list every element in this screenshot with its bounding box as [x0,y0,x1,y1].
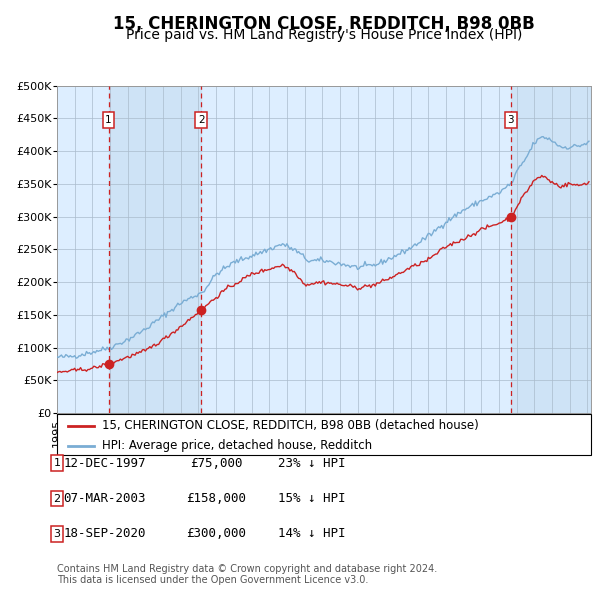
Text: 07-MAR-2003: 07-MAR-2003 [64,492,146,505]
Text: 15, CHERINGTON CLOSE, REDDITCH, B98 0BB (detached house): 15, CHERINGTON CLOSE, REDDITCH, B98 0BB … [103,419,479,432]
Text: Price paid vs. HM Land Registry's House Price Index (HPI): Price paid vs. HM Land Registry's House … [126,28,522,42]
Text: Contains HM Land Registry data © Crown copyright and database right 2024.
This d: Contains HM Land Registry data © Crown c… [57,563,437,585]
Text: 15, CHERINGTON CLOSE, REDDITCH, B98 0BB: 15, CHERINGTON CLOSE, REDDITCH, B98 0BB [113,15,535,33]
Text: £158,000: £158,000 [186,492,246,505]
Text: £75,000: £75,000 [190,457,242,470]
Bar [511,86,591,413]
Text: 14% ↓ HPI: 14% ↓ HPI [278,527,346,540]
Text: 1: 1 [105,115,112,125]
FancyBboxPatch shape [57,414,591,455]
Text: £300,000: £300,000 [186,527,246,540]
Text: HPI: Average price, detached house, Redditch: HPI: Average price, detached house, Redd… [103,439,373,452]
Text: 2: 2 [198,115,205,125]
Text: 1: 1 [53,458,61,468]
Text: 18-SEP-2020: 18-SEP-2020 [64,527,146,540]
Text: 3: 3 [53,529,61,539]
Text: 12-DEC-1997: 12-DEC-1997 [64,457,146,470]
Text: 2: 2 [53,494,61,503]
Text: 3: 3 [508,115,514,125]
Bar [109,86,202,413]
Text: 23% ↓ HPI: 23% ↓ HPI [278,457,346,470]
Text: 15% ↓ HPI: 15% ↓ HPI [278,492,346,505]
